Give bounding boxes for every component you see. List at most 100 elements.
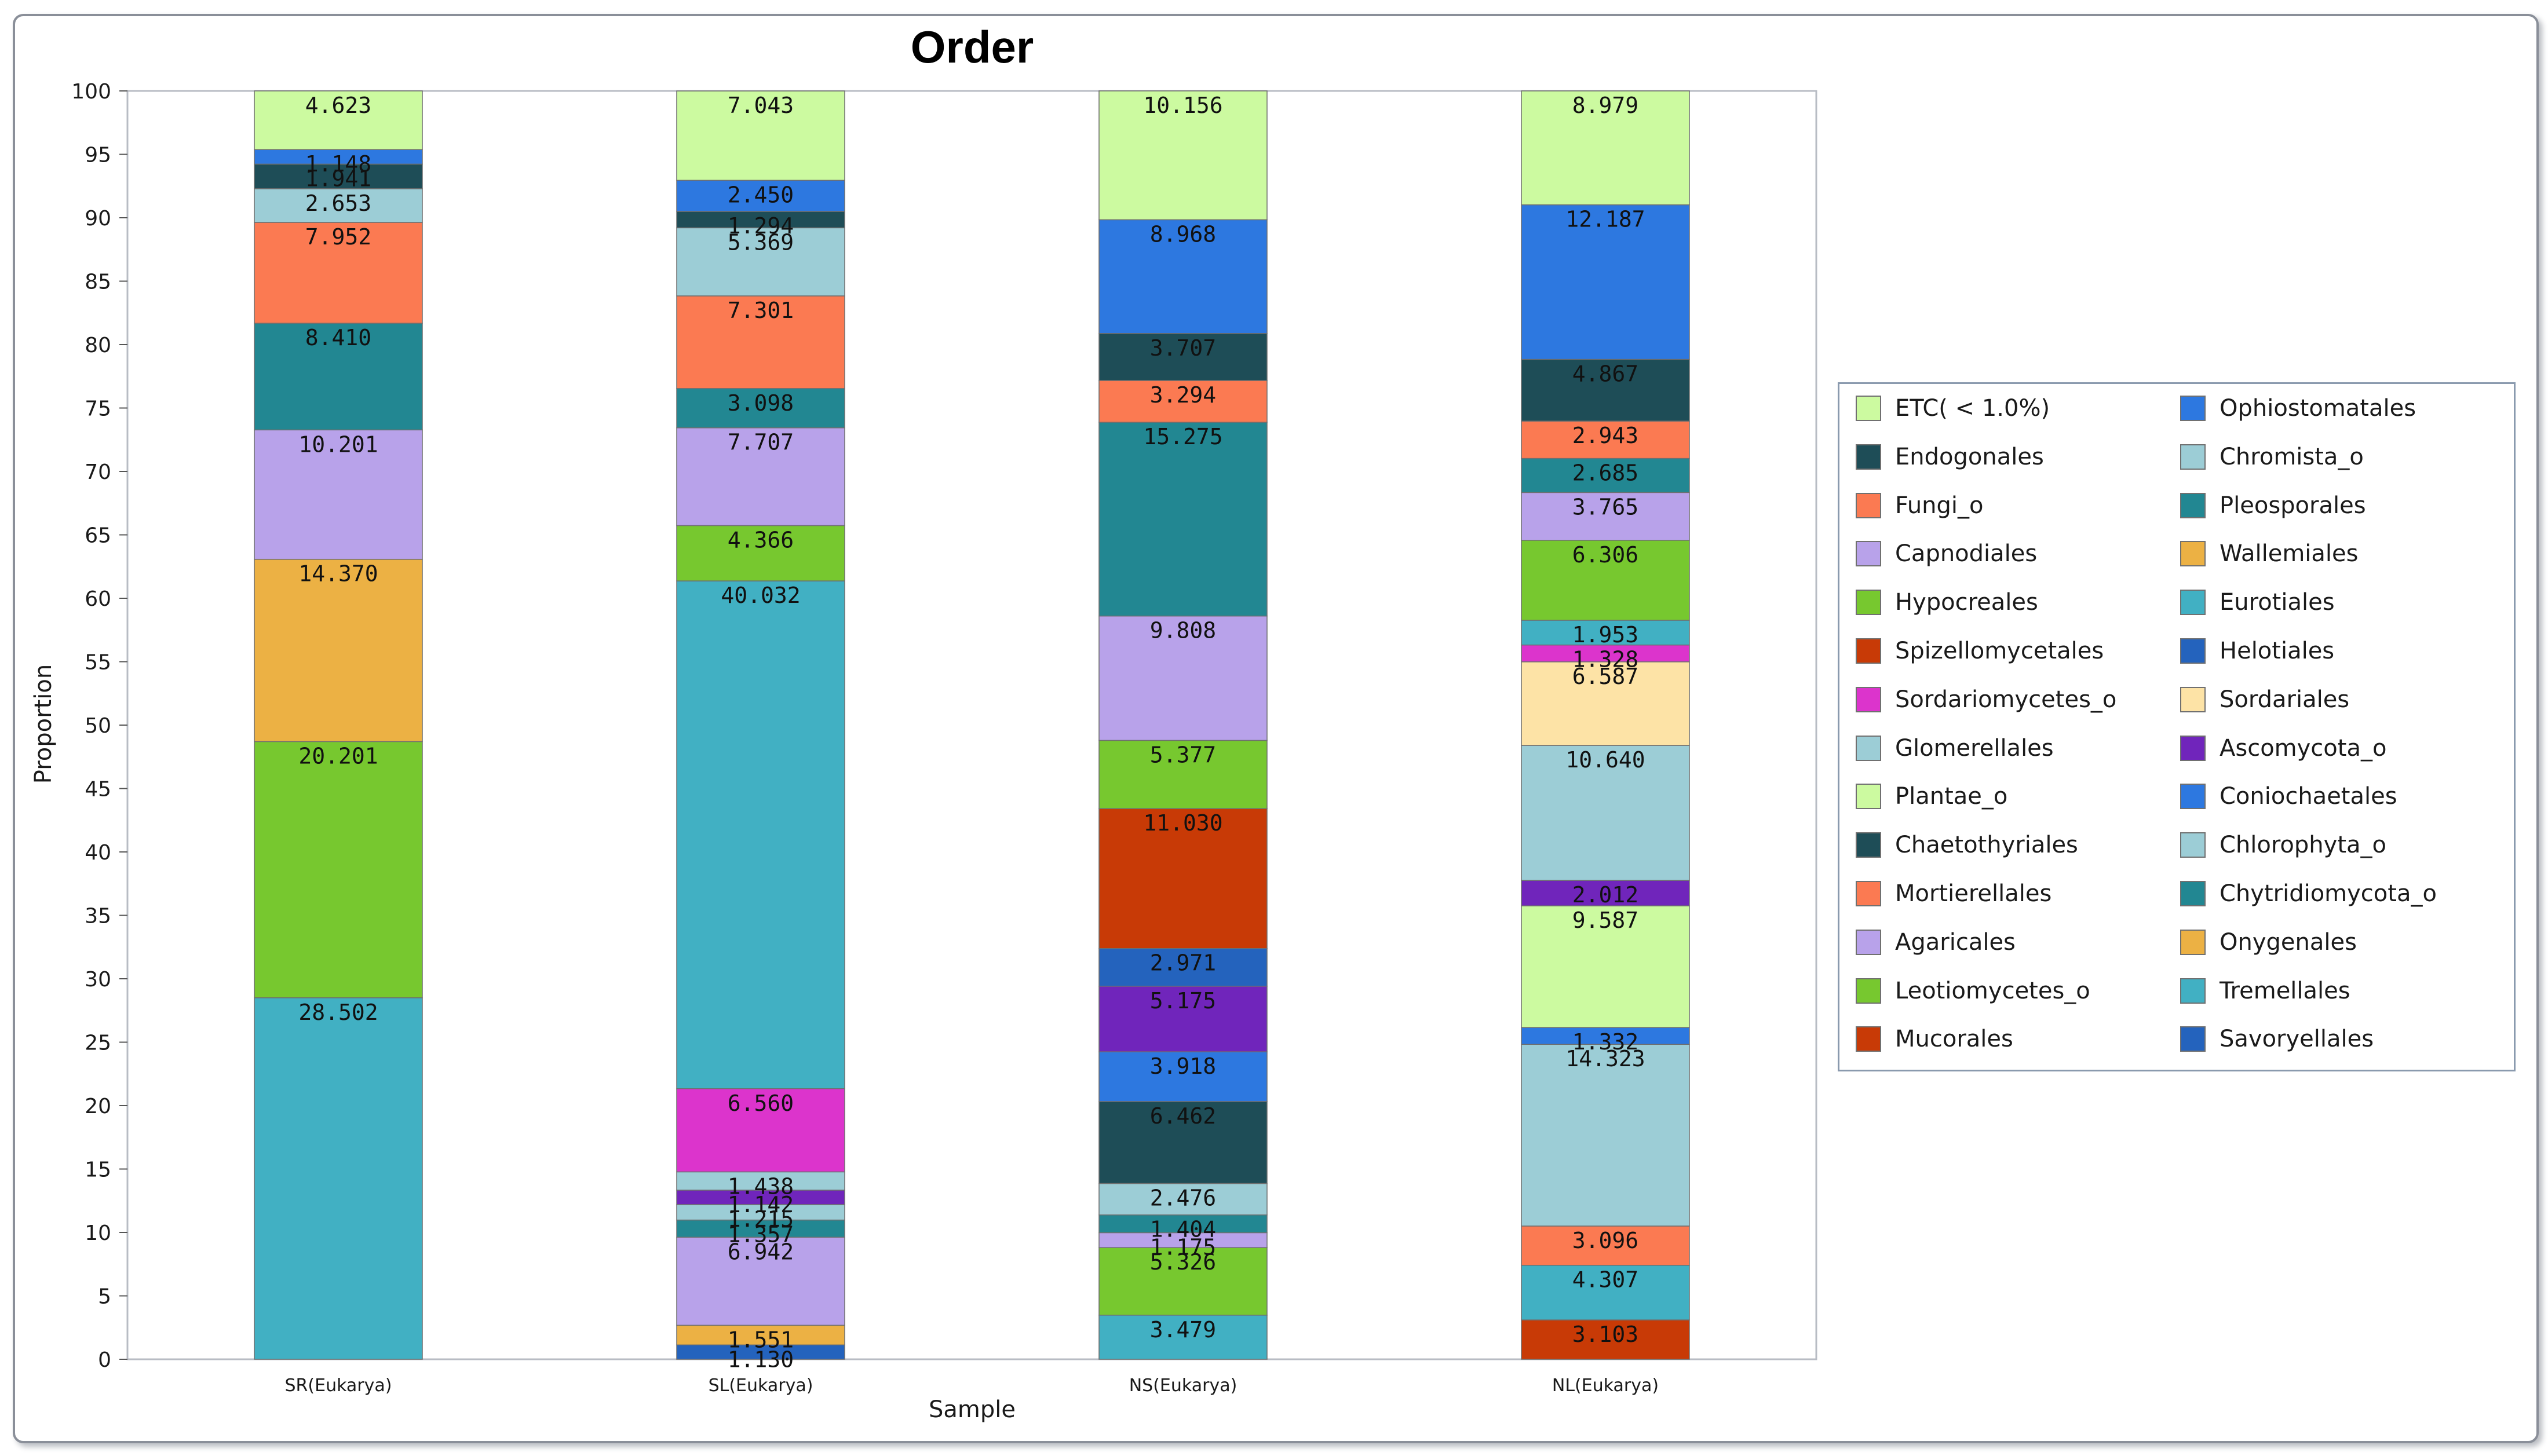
- bar-segment: [1521, 1225, 1690, 1266]
- y-tick-label: 20: [85, 1095, 111, 1118]
- bar-segment: [1098, 1232, 1268, 1248]
- bar-value-label: 1.148: [305, 151, 371, 177]
- legend-item: Plantae_o: [1856, 779, 2007, 814]
- bar-segment: [1098, 740, 1268, 809]
- legend-swatch: [2180, 735, 2206, 761]
- y-tick-label: 60: [85, 587, 111, 611]
- bar-segment: [1098, 1183, 1268, 1216]
- bar-value-label: 8.979: [1572, 93, 1638, 118]
- x-axis: SR(Eukarya) SL(Eukarya) NS(Eukarya) NL(Euka…: [285, 1375, 1659, 1396]
- bar-value-label: 3.098: [728, 390, 794, 416]
- bar-value-label: 5.326: [1150, 1249, 1216, 1275]
- bar-value-label: 3.479: [1150, 1317, 1216, 1342]
- legend-label: Pleosporales: [2220, 492, 2366, 519]
- legend-item: Leotiomycetes_o: [1856, 974, 2090, 1008]
- bar-segment: [676, 295, 845, 389]
- legend-swatch: [1856, 784, 1881, 810]
- bar-value-label: 3.765: [1572, 494, 1638, 520]
- y-tick-label: 90: [85, 207, 111, 231]
- bar-value-label: 14.370: [298, 561, 378, 587]
- legend-item: Hypocreales: [1856, 585, 2038, 620]
- legend-item: Spizellomycetales: [1856, 634, 2104, 668]
- bar-value-label: 5.377: [1150, 742, 1216, 767]
- bar-value-label: 6.942: [728, 1239, 794, 1264]
- bar-value-label: 8.410: [305, 325, 371, 350]
- y-tick-label: 50: [85, 714, 111, 738]
- bar-value-label: 4.366: [728, 527, 794, 553]
- bar-value-label: 1.551: [728, 1327, 794, 1352]
- legend-item: Chromista_o: [2180, 440, 2364, 474]
- legend-item: Chytridiomycota_o: [2180, 876, 2437, 911]
- bar-value-label: 1.175: [1150, 1234, 1216, 1260]
- legend-swatch: [1856, 444, 1881, 470]
- legend-item: Fungi_o: [1856, 488, 1984, 523]
- x-tick-label: NL(Eukarya): [1552, 1375, 1659, 1396]
- bar-value-label: 3.918: [1150, 1053, 1216, 1079]
- bar-value-label: 1.130: [728, 1347, 794, 1372]
- bar-value-label: 11.030: [1143, 810, 1222, 836]
- legend-item: Savoryellales: [2180, 1022, 2374, 1056]
- bar-segment: [676, 1236, 845, 1326]
- bar-value-label: 7.301: [728, 298, 794, 323]
- bar-value-label: 1.941: [305, 166, 371, 191]
- bar-segment: [1521, 458, 1690, 493]
- bar-segment: [1098, 1051, 1268, 1102]
- bar-value-label: 6.462: [1150, 1103, 1216, 1129]
- bars: [254, 90, 1690, 1360]
- legend-swatch: [1856, 832, 1881, 858]
- bar-segment: [676, 1088, 845, 1173]
- legend-label: Chlorophyta_o: [2220, 832, 2386, 859]
- y-tick-label: 80: [85, 334, 111, 357]
- bar-value-label: 20.201: [298, 743, 378, 769]
- legend-item: Mortierellales: [1856, 876, 2051, 911]
- legend-item: Wallemiales: [2180, 536, 2359, 571]
- y-axis-label: Proportion: [30, 664, 57, 784]
- bar-segment: [676, 580, 845, 1089]
- bar-value-label: 2.012: [1572, 882, 1638, 908]
- bar-value-label: 10.201: [298, 431, 378, 457]
- bar-segment: [1521, 420, 1690, 459]
- bar-segment: [676, 1219, 845, 1238]
- legend-label: Mucorales: [1895, 1026, 2013, 1053]
- bar-value-label: 9.808: [1150, 618, 1216, 643]
- legend-label: Mortierellales: [1895, 880, 2052, 907]
- bar-value-label: 1.328: [1572, 647, 1638, 672]
- legend-label: Sordariomycetes_o: [1895, 686, 2117, 713]
- bar-value-label: 1.294: [728, 213, 794, 239]
- y-tick-label: 55: [85, 651, 111, 675]
- bar-segment: [676, 227, 845, 297]
- bar-value-label: 15.275: [1143, 424, 1222, 449]
- bar-segment: [1098, 422, 1268, 617]
- y-tick-label: 95: [85, 144, 111, 167]
- x-tick-label: SL(Eukarya): [709, 1375, 813, 1396]
- legend-label: ETC( < 1.0%): [1895, 395, 2050, 422]
- bar-value-label: 5.369: [728, 229, 794, 255]
- legend-item: Capnodiales: [1856, 536, 2037, 571]
- legend-label: Spizellomycetales: [1895, 638, 2104, 664]
- bar-value-label: 1.215: [728, 1206, 794, 1232]
- legend-label: Chromista_o: [2220, 443, 2364, 470]
- bar-segment: [1521, 620, 1690, 646]
- bar-segment: [676, 211, 845, 229]
- legend-label: Leotiomycetes_o: [1895, 977, 2090, 1004]
- legend-swatch: [1856, 881, 1881, 906]
- legend-swatch: [1856, 396, 1881, 421]
- legend-swatch: [1856, 686, 1881, 712]
- legend-label: Plantae_o: [1895, 783, 2008, 810]
- legend-item: Ascomycota_o: [2180, 731, 2386, 766]
- bar-segment: [676, 388, 845, 429]
- legend-item: Sordariales: [2180, 682, 2349, 717]
- y-tick-label: 0: [98, 1348, 111, 1372]
- legend-swatch: [1856, 492, 1881, 518]
- y-tick-label: 5: [98, 1285, 111, 1309]
- legend-item: Ophiostomatales: [2180, 391, 2416, 426]
- bar-value-label: 2.685: [1572, 460, 1638, 486]
- bar-value-labels: 28.50220.20114.37010.2018.4107.9522.6531…: [298, 93, 1645, 1372]
- legend-swatch: [2180, 638, 2206, 664]
- bar-value-label: 40.032: [721, 583, 800, 608]
- bar-segment: [1098, 90, 1268, 221]
- legend-swatch: [2180, 444, 2206, 470]
- y-tick-label: 15: [85, 1158, 111, 1182]
- legend-swatch: [2180, 396, 2206, 421]
